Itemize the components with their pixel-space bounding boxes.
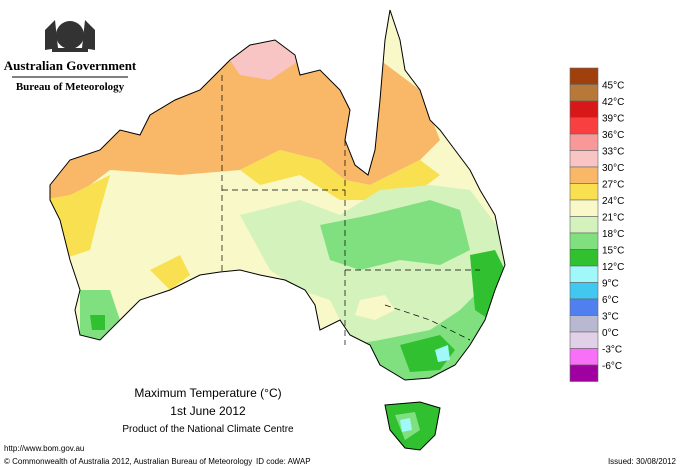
state-borders [221, 75, 480, 345]
legend-swatch [569, 298, 599, 316]
legend-label: 18°C [602, 229, 624, 240]
copyright: © Commonwealth of Australia 2012, Austra… [4, 457, 252, 466]
legend-swatch [569, 249, 599, 267]
government: Australian Government [4, 58, 137, 73]
legend-label: 6°C [602, 295, 619, 306]
legend: 45°C 42°C 39°C 36°C 33°C 30°C 27°C 24°C 21°C 18°C… [569, 67, 624, 382]
legend-label: -6°C [602, 361, 622, 372]
product-note: Product of the National Climate Centre [122, 424, 294, 435]
legend-swatch [569, 199, 599, 217]
legend-label: 15°C [602, 246, 624, 257]
crest [45, 20, 95, 52]
legend-swatch [569, 282, 599, 300]
legend-label: 27°C [602, 180, 624, 191]
legend-swatch [569, 100, 599, 118]
legend-label: 36°C [602, 130, 624, 141]
legend-label: 21°C [602, 213, 624, 224]
legend-label: 24°C [602, 196, 624, 207]
map-date: 1st June 2012 [170, 404, 246, 418]
legend-swatch [569, 364, 599, 382]
legend-swatch [569, 117, 599, 135]
legend-swatch [569, 84, 599, 102]
map-title: Maximum Temperature (°C) [134, 386, 281, 400]
legend-swatch [569, 232, 599, 250]
legend-label: 3°C [602, 312, 619, 323]
legend-swatch [569, 67, 599, 85]
legend-swatch [569, 265, 599, 283]
legend-swatch [569, 348, 599, 366]
url: http://www.bom.gov.au [4, 444, 84, 453]
legend-label: 45°C [602, 81, 624, 92]
legend-swatch [569, 150, 599, 168]
legend-swatch [569, 331, 599, 349]
tasmania-coast [384, 401, 441, 451]
legend-swatch [569, 315, 599, 333]
legend-label: 9°C [602, 279, 619, 290]
id-code: ID code: AWAP [256, 457, 311, 466]
legend-swatch [569, 183, 599, 201]
legend-label: -3°C [602, 345, 622, 356]
legend-swatch [569, 216, 599, 234]
legend-label: 42°C [602, 97, 624, 108]
legend-swatch [569, 133, 599, 151]
legend-label: 33°C [602, 147, 624, 158]
coastline [49, 9, 506, 381]
legend-label: 12°C [602, 262, 624, 273]
legend-label: 0°C [602, 328, 619, 339]
bureau: Bureau of Meteorology [16, 81, 125, 93]
legend-label: 30°C [602, 163, 624, 174]
issued: Issued: 30/08/2012 [608, 457, 677, 466]
legend-label: 39°C [602, 114, 624, 125]
legend-swatch [569, 166, 599, 184]
